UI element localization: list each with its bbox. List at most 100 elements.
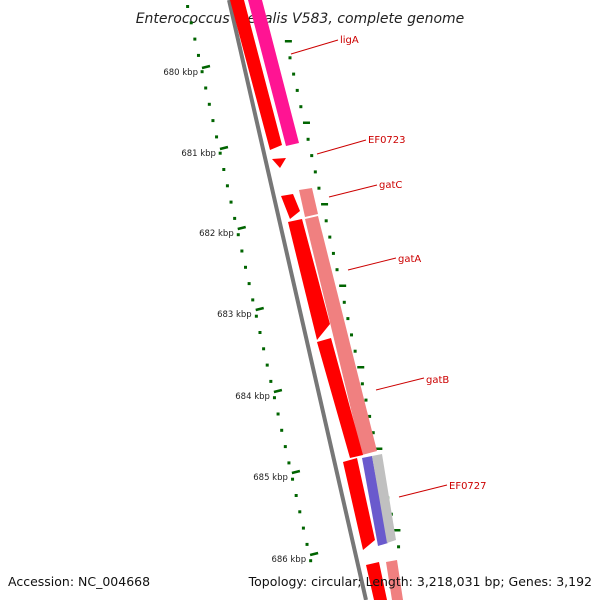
ruler-minor-tick	[215, 135, 219, 139]
gene-labels: ligA EF0723 gatC gatA gatB EF0727	[290, 35, 487, 498]
feature-gatA	[288, 219, 330, 340]
ruler-outer-tick	[368, 414, 372, 418]
ruler-outer-tick	[321, 203, 329, 206]
ruler-minor-tick	[244, 265, 248, 269]
gene-label-gatA: gatA	[398, 254, 421, 265]
ruler-tick-label: 685 kbp	[253, 473, 288, 483]
feature-track	[230, 0, 403, 600]
ruler-minor-tick	[233, 216, 237, 220]
ruler-tick-label: 682 kbp	[199, 229, 234, 239]
ruler-minor-tick	[309, 559, 313, 563]
ruler-outer-tick	[360, 382, 364, 386]
ruler-minor-tick	[196, 53, 200, 57]
summary-text: Topology: circular; Length: 3,218,031 bp…	[248, 574, 592, 589]
ruler-minor-tick	[251, 298, 255, 302]
feature-gatC-light	[299, 188, 318, 217]
ruler-minor-tick	[283, 445, 287, 449]
ruler-minor-tick	[276, 412, 280, 416]
gene-label-EF0723: EF0723	[368, 135, 406, 146]
ruler-outer-tick	[317, 186, 321, 190]
ruler-minor-ticks	[186, 5, 313, 563]
feature-bottom-red	[366, 562, 387, 600]
ruler-outer-tick	[346, 317, 350, 321]
ruler-outer-tick	[295, 88, 299, 92]
ruler-outer-tick	[371, 431, 375, 435]
ruler-outer-tick	[310, 154, 314, 158]
ruler-outer-tick	[299, 105, 303, 109]
ruler-major-tick	[219, 145, 229, 151]
ruler-minor-tick	[193, 37, 197, 41]
ruler-minor-tick	[269, 379, 273, 383]
feature-gatB	[317, 338, 363, 458]
ruler-outer-tick	[339, 284, 347, 287]
ruler-tick-label: 680 kbp	[163, 68, 198, 78]
ruler-outer-tick	[331, 251, 335, 255]
ruler-minor-tick	[229, 200, 233, 204]
ruler-major-tick	[201, 64, 211, 70]
ruler-minor-tick	[291, 477, 295, 481]
feature-EF0723	[272, 158, 286, 168]
ruler-minor-tick	[272, 396, 276, 400]
ruler-major-tick	[237, 225, 247, 231]
ruler-minor-tick	[211, 119, 215, 123]
ruler-minor-tick	[294, 494, 298, 497]
gene-label-gatB: gatB	[426, 375, 449, 386]
ruler-major-tick	[309, 551, 319, 557]
ruler-minor-tick	[222, 168, 226, 171]
ruler-major-tick	[291, 469, 301, 475]
ruler-tick-label: 684 kbp	[235, 392, 270, 402]
ruler-outer-tick	[393, 529, 401, 532]
ruler-minor-tick	[225, 184, 229, 188]
ruler-outer-tick	[364, 398, 368, 402]
ruler-outer-tick	[324, 219, 328, 223]
ruler-minor-tick	[236, 233, 240, 237]
gene-label-ligA: ligA	[340, 35, 359, 46]
ruler-outer-tick	[397, 545, 401, 549]
ruler-outer-tick	[288, 56, 292, 60]
ruler-minor-tick	[247, 282, 251, 286]
feature-EF0727-other	[362, 456, 388, 546]
feature-EF0727-grey	[372, 454, 396, 543]
ruler-outer-tick	[357, 366, 365, 369]
ruler-outer-tick	[353, 349, 357, 353]
feature-ligA	[248, 0, 299, 146]
ruler-minor-tick	[186, 5, 190, 8]
ruler-outer-tick	[306, 137, 310, 141]
ruler-minor-tick	[218, 151, 222, 155]
feature-gatC	[281, 194, 300, 219]
ruler-outer-tick	[284, 40, 292, 43]
accession-text: Accession: NC_004668	[8, 574, 150, 589]
ruler-minor-tick	[262, 347, 266, 351]
ruler-outer-ticks	[284, 40, 401, 549]
ruler-minor-tick	[258, 331, 262, 334]
ruler-outer-tick	[342, 300, 346, 304]
ruler-minor-tick	[240, 249, 244, 253]
genome-backbone	[227, 0, 368, 600]
ruler-tick-label: 681 kbp	[181, 149, 216, 159]
ruler-minor-tick	[301, 526, 305, 530]
ruler-minor-tick	[207, 102, 211, 106]
ruler-minor-tick	[305, 542, 309, 546]
ruler-tick-label: 683 kbp	[217, 310, 252, 320]
ruler-outer-tick	[313, 170, 317, 174]
feature-EF0727	[343, 458, 375, 550]
feature-top-red	[230, 0, 282, 150]
ruler-minor-tick	[204, 86, 208, 90]
ruler-minor-tick	[287, 461, 291, 465]
feature-bottom-light	[386, 560, 403, 600]
feature-gatA-light	[305, 216, 377, 455]
gene-label-EF0727: EF0727	[449, 481, 487, 492]
ruler-minor-tick	[298, 510, 302, 514]
ruler-minor-tick	[200, 70, 204, 74]
ruler-minor-tick	[280, 428, 284, 432]
ruler-outer-tick	[328, 235, 332, 239]
ruler-outer-tick	[302, 121, 310, 124]
ruler-outer-tick	[375, 447, 383, 450]
gene-label-gatC: gatC	[379, 180, 402, 191]
ruler-minor-tick	[189, 21, 193, 25]
ruler-major-tick	[255, 306, 265, 312]
ruler-minor-tick	[254, 314, 258, 318]
ruler-major-tick	[273, 388, 283, 394]
ruler-minor-tick	[265, 363, 269, 367]
